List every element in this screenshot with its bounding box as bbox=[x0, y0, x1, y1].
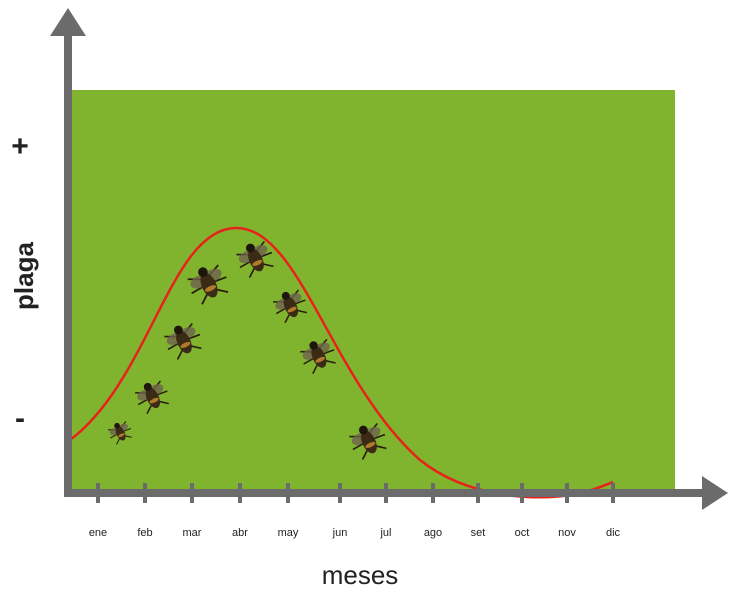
x-axis-arrow bbox=[702, 476, 728, 510]
x-tick-label: may bbox=[278, 527, 299, 539]
x-tick-label: mar bbox=[183, 527, 202, 539]
x-tick-label: jul bbox=[379, 527, 391, 539]
x-axis-title: meses bbox=[322, 560, 399, 589]
chart: + - plaga meses ene feb mar abr may jun jul ago… bbox=[0, 0, 729, 589]
y-low-label: - bbox=[15, 402, 25, 435]
x-tick-label: nov bbox=[558, 527, 576, 539]
y-axis-arrow bbox=[50, 8, 86, 36]
x-tick-label: dic bbox=[606, 527, 621, 539]
x-tick-label: set bbox=[471, 527, 486, 539]
x-tick-label: oct bbox=[515, 527, 530, 539]
x-tick-label: abr bbox=[232, 527, 248, 539]
x-tick-label: ene bbox=[89, 527, 107, 539]
y-axis-title: plaga bbox=[9, 242, 39, 310]
x-tick-label: ago bbox=[424, 527, 442, 539]
y-high-label: + bbox=[11, 130, 29, 163]
x-tick-label: feb bbox=[137, 527, 152, 539]
x-tick-label: jun bbox=[332, 527, 348, 539]
